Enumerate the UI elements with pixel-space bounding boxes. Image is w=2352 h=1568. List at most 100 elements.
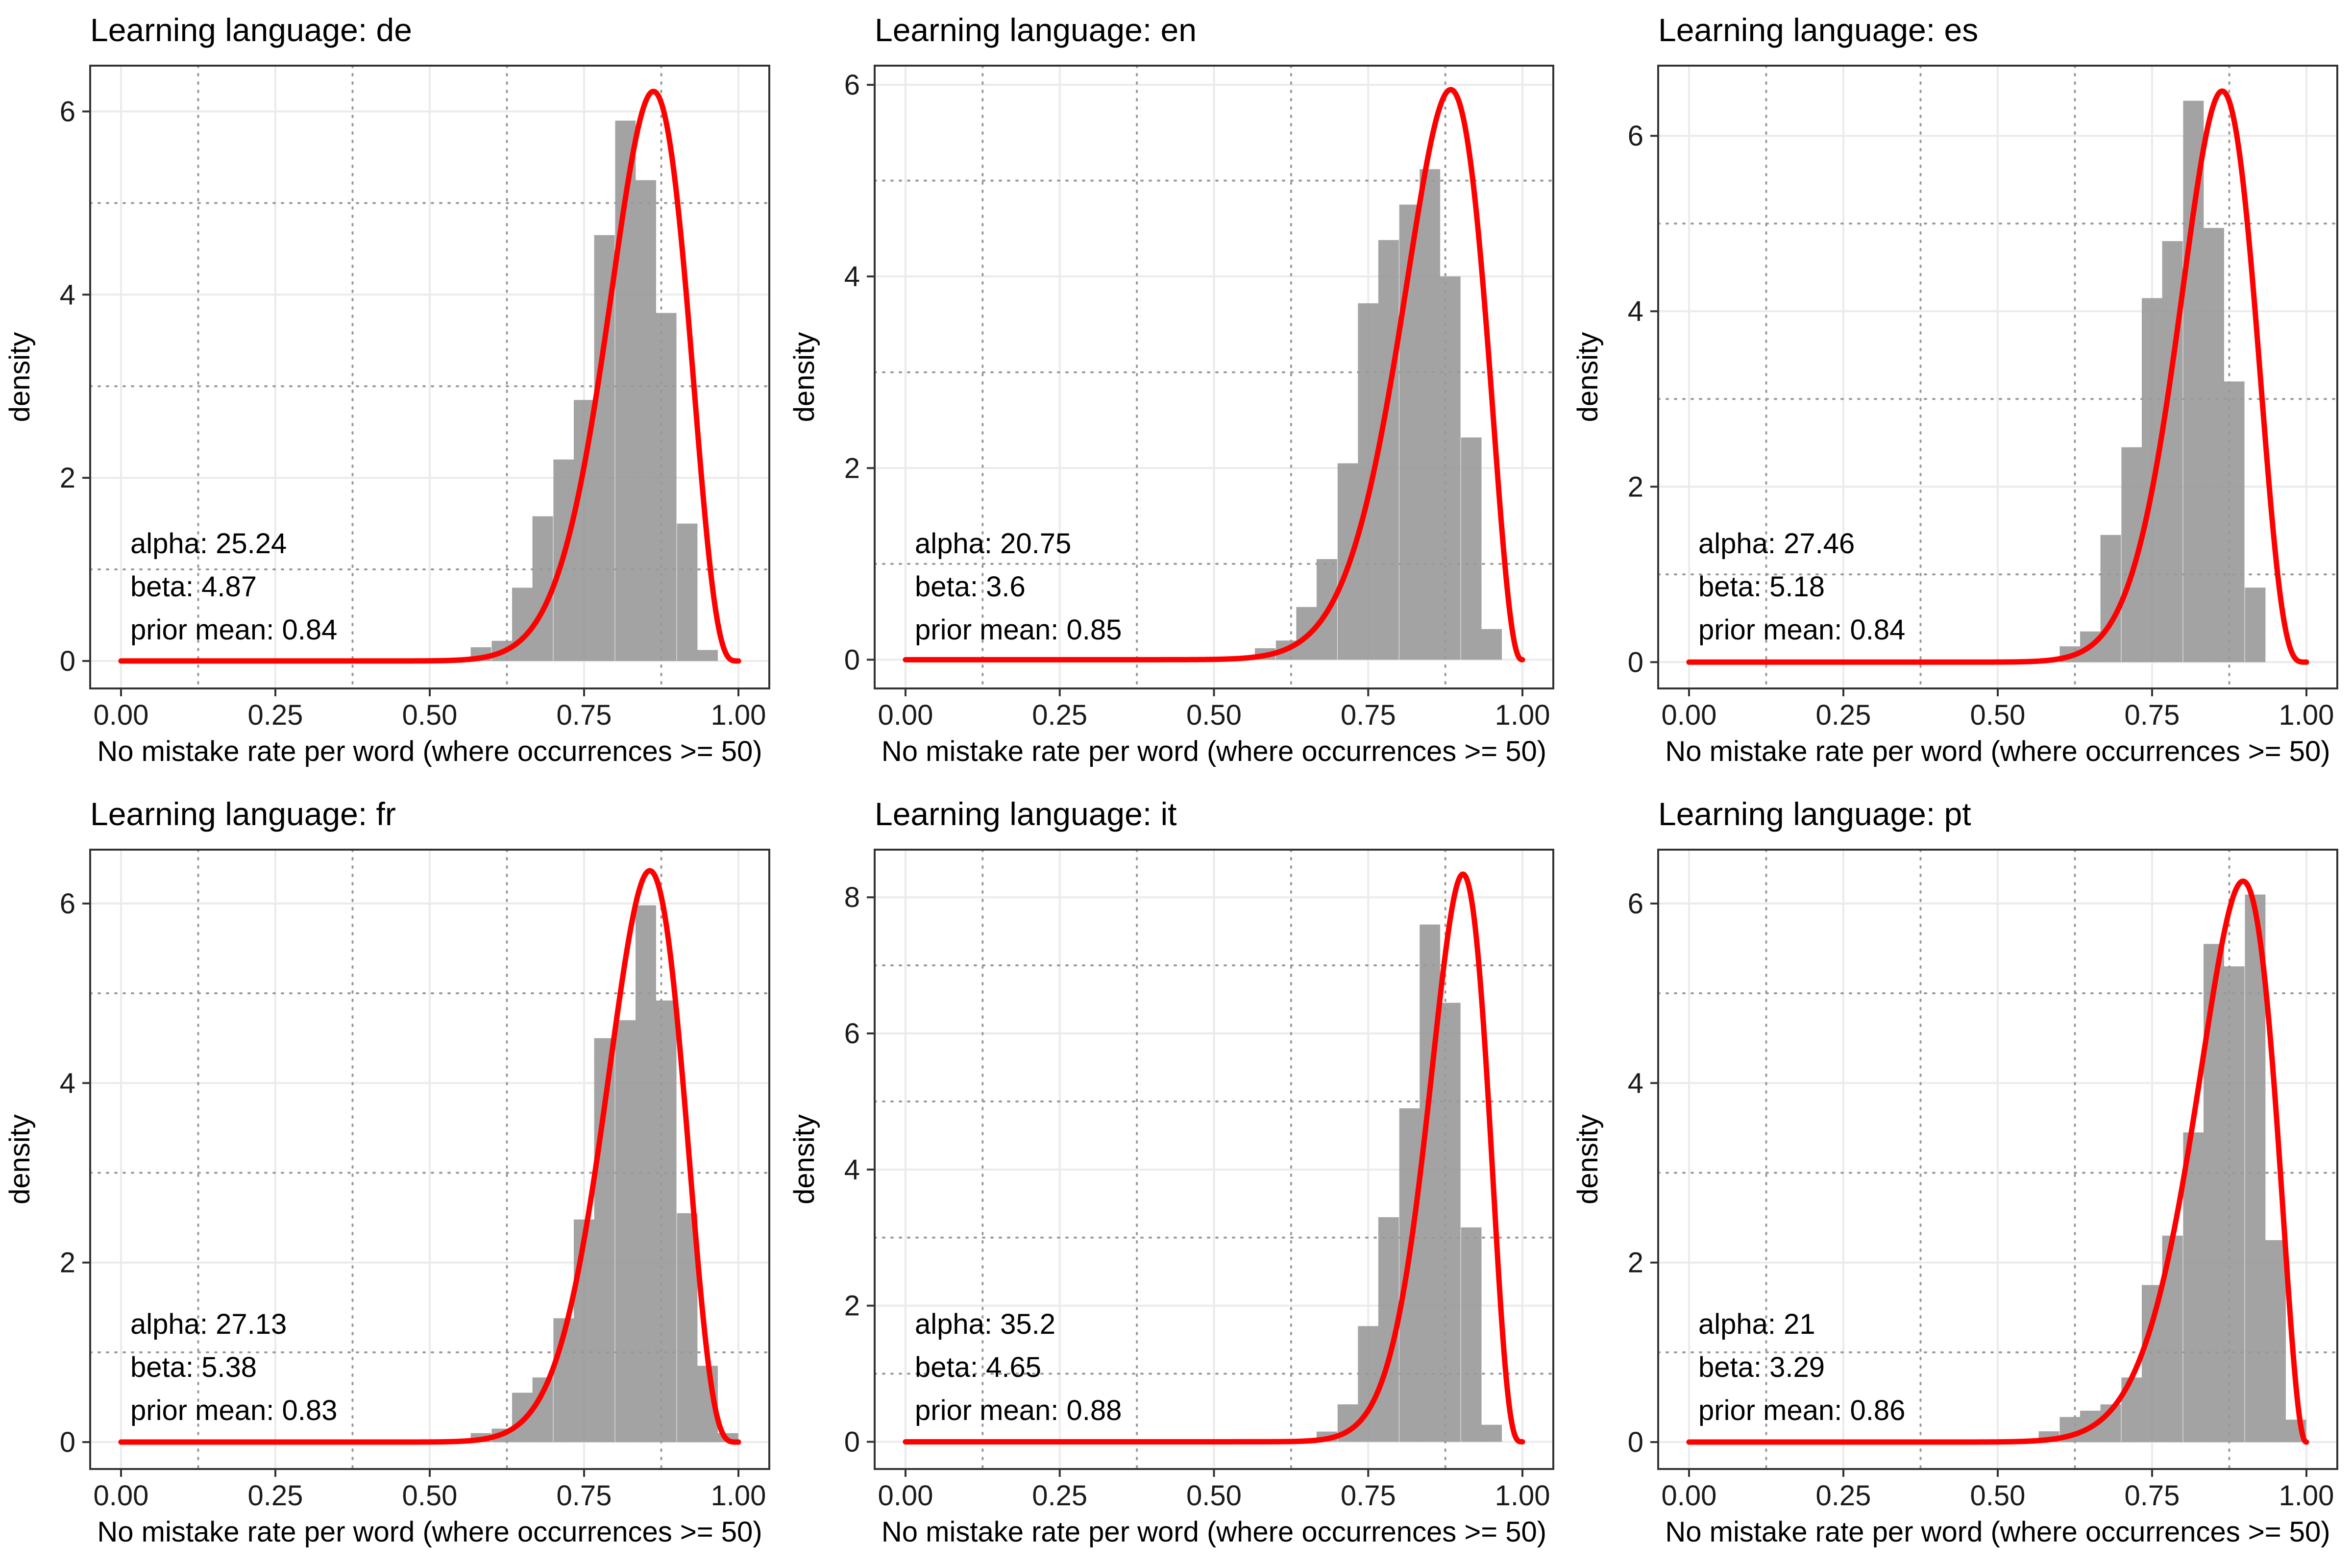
x-axis-title: No mistake rate per word (where occurren… (97, 1516, 762, 1548)
parameter-annotation: prior mean: 0.84 (130, 614, 337, 646)
y-tick-label: 0 (844, 1426, 860, 1458)
x-tick-label: 0.25 (1032, 699, 1087, 731)
histogram-bar (2245, 894, 2266, 1443)
x-tick-label: 0.50 (1186, 1480, 1242, 1512)
histogram-bar (677, 1213, 698, 1443)
parameter-annotation: beta: 3.29 (1698, 1351, 1825, 1383)
histogram-bar (636, 180, 656, 661)
y-tick-label: 2 (60, 462, 75, 494)
parameter-annotation: beta: 3.6 (915, 571, 1026, 603)
x-tick-label: 0.50 (402, 699, 458, 731)
x-tick-label: 0.75 (557, 699, 612, 731)
x-axis-title: No mistake rate per word (where occurren… (97, 735, 762, 767)
x-tick-label: 0.75 (2125, 699, 2180, 731)
parameter-annotation: alpha: 20.75 (915, 528, 1071, 560)
histogram-bar (2142, 1285, 2162, 1443)
x-axis-title: No mistake rate per word (where occurren… (882, 1516, 1546, 1548)
parameter-annotation: beta: 5.18 (1698, 571, 1825, 603)
panel-title: Learning language: it (875, 796, 1177, 832)
panel-title: Learning language: fr (90, 796, 396, 832)
histogram-bar (2100, 535, 2121, 662)
parameter-annotation: prior mean: 0.85 (915, 614, 1122, 646)
parameter-annotation: prior mean: 0.86 (1698, 1395, 1905, 1426)
parameter-annotation: beta: 4.65 (915, 1351, 1041, 1383)
x-tick-label: 1.00 (711, 699, 766, 731)
parameter-annotation: alpha: 21 (1698, 1308, 1815, 1340)
histogram-bar (697, 650, 718, 661)
histogram-bar (615, 1020, 636, 1443)
chart-panel: 0.00 0.25 0.50 0.75 1.00 0 2 4 6 Learning languag… (788, 12, 1554, 767)
beta-density-curve (1686, 878, 2309, 1445)
chart-panel: 0.00 0.25 0.50 0.75 1.00 0 2 4 6 Learning languag… (1572, 796, 2338, 1548)
x-tick-label: 1.00 (2279, 1480, 2334, 1512)
y-axis-title: density (788, 1114, 820, 1204)
beta-density-curve (903, 871, 1525, 1445)
x-tick-label: 0.00 (94, 699, 149, 731)
histogram-bar (2183, 100, 2204, 662)
y-axis-title: density (1572, 332, 1604, 422)
parameter-annotation: alpha: 25.24 (130, 528, 287, 560)
y-tick-label: 4 (844, 261, 860, 293)
x-tick-label: 0.25 (1816, 1480, 1871, 1512)
panel-title: Learning language: pt (1658, 796, 1971, 832)
histogram-bar (574, 1219, 594, 1443)
y-axis-title: density (1572, 1114, 1604, 1204)
x-tick-label: 0.75 (1341, 699, 1396, 731)
panel-title: Learning language: de (90, 12, 412, 48)
histogram-bar (1399, 1108, 1420, 1442)
x-tick-label: 0.50 (1970, 699, 2026, 731)
x-tick-label: 0.25 (1032, 1480, 1087, 1512)
beta-density-curve (903, 87, 1525, 662)
chart-panel: 0.00 0.25 0.50 0.75 1.00 0 2 4 6 Learning languag… (4, 796, 770, 1548)
histogram-bar (512, 588, 533, 661)
parameter-annotation: prior mean: 0.83 (130, 1395, 337, 1426)
beta-density-curve (118, 89, 741, 664)
panel-title: Learning language: es (1658, 12, 1978, 48)
chart-panel: 0.00 0.25 0.50 0.75 1.00 0 2 4 6 8 Learning langua… (788, 796, 1554, 1548)
beta-density-curve (118, 868, 741, 1445)
x-tick-label: 0.00 (1662, 1480, 1717, 1512)
histogram-bar (1420, 169, 1441, 660)
x-tick-label: 0.25 (1816, 699, 1871, 731)
x-tick-label: 0.00 (878, 1480, 933, 1512)
x-tick-label: 0.00 (878, 699, 933, 731)
histogram-bar (2265, 1240, 2286, 1443)
histogram-bar (1481, 629, 1502, 660)
x-axis-title: No mistake rate per word (where occurren… (1665, 1516, 2330, 1548)
histogram-bar (1461, 1227, 1482, 1442)
histogram-bar (656, 1000, 677, 1443)
y-tick-label: 2 (844, 452, 860, 484)
x-tick-label: 0.25 (248, 1480, 303, 1512)
parameter-annotation: beta: 4.87 (130, 571, 257, 603)
y-tick-label: 0 (844, 644, 860, 676)
y-tick-label: 6 (844, 1018, 860, 1050)
histogram-bar (656, 313, 677, 661)
y-tick-label: 0 (60, 645, 75, 677)
parameter-annotation: alpha: 35.2 (915, 1308, 1055, 1340)
x-tick-label: 1.00 (1495, 699, 1550, 731)
y-tick-label: 6 (60, 888, 75, 920)
x-tick-label: 0.75 (2125, 1480, 2180, 1512)
y-tick-label: 4 (60, 1067, 75, 1099)
histogram-bar (2245, 588, 2266, 662)
beta-density-curve (1686, 88, 2309, 665)
y-tick-label: 4 (844, 1154, 860, 1186)
y-axis-title: density (788, 332, 820, 422)
histogram-bar (677, 523, 698, 661)
chart-panel: 0.00 0.25 0.50 0.75 1.00 0 2 4 6 Learning languag… (4, 12, 770, 767)
x-tick-label: 0.75 (557, 1480, 612, 1512)
parameter-annotation: prior mean: 0.88 (915, 1395, 1122, 1426)
x-tick-label: 0.00 (94, 1480, 149, 1512)
histogram-bar (532, 516, 553, 661)
histogram-bar (1358, 1326, 1379, 1442)
histogram-bar (636, 905, 656, 1443)
x-tick-label: 1.00 (711, 1480, 766, 1512)
y-tick-label: 4 (1628, 295, 1643, 327)
histogram-bar (1440, 276, 1461, 660)
y-tick-label: 6 (60, 96, 75, 127)
y-tick-label: 2 (1628, 471, 1643, 503)
y-tick-label: 4 (60, 279, 75, 311)
x-tick-label: 0.50 (1186, 699, 1242, 731)
x-tick-label: 1.00 (2279, 699, 2334, 731)
